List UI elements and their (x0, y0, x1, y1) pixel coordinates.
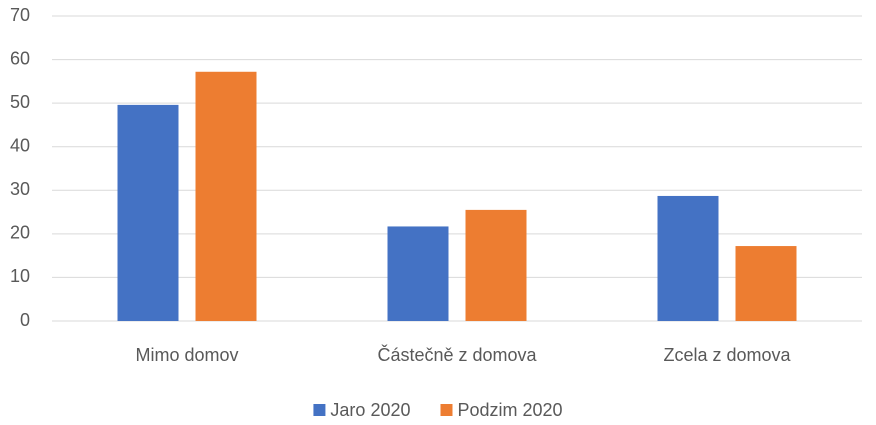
bar (117, 104, 179, 321)
legend-label: Podzim 2020 (457, 400, 562, 420)
y-tick-label: 40 (10, 135, 30, 155)
y-tick-label: 50 (10, 92, 30, 112)
bar (465, 209, 527, 321)
y-tick-label: 60 (10, 48, 30, 68)
y-tick-label: 20 (10, 223, 30, 243)
x-tick-label: Mimo domov (135, 345, 238, 365)
x-tick-label: Částečně z domova (377, 344, 537, 365)
bar (387, 226, 449, 321)
legend-swatch (440, 404, 453, 416)
bar (657, 195, 719, 321)
legend-swatch (313, 404, 326, 416)
bar (195, 71, 257, 322)
bar (735, 246, 797, 321)
y-tick-label: 0 (20, 310, 30, 330)
legend-label: Jaro 2020 (330, 400, 410, 420)
x-tick-label: Zcela z domova (663, 345, 791, 365)
y-tick-label: 70 (10, 5, 30, 25)
y-tick-label: 10 (10, 266, 30, 286)
y-tick-label: 30 (10, 179, 30, 199)
